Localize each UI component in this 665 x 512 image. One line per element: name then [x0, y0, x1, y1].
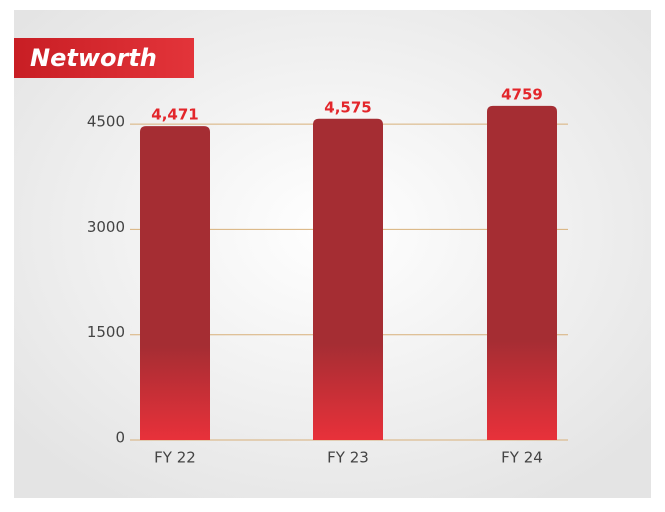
x-tick-label: FY 23	[327, 449, 369, 467]
title-box	[14, 38, 194, 78]
value-label: 4,471	[151, 106, 198, 124]
value-label: 4759	[501, 85, 543, 103]
bar	[140, 126, 210, 440]
y-tick-label: 1500	[87, 323, 125, 341]
y-tick-label: 4500	[87, 113, 125, 131]
x-tick-label: FY 24	[501, 449, 543, 467]
y-tick-label: 3000	[87, 218, 125, 236]
value-label: 4,575	[324, 98, 371, 116]
chart-title: Networth	[30, 44, 157, 72]
y-tick-label: 0	[115, 429, 125, 447]
bar	[313, 118, 383, 440]
bar	[487, 105, 557, 440]
x-tick-label: FY 22	[154, 449, 196, 467]
